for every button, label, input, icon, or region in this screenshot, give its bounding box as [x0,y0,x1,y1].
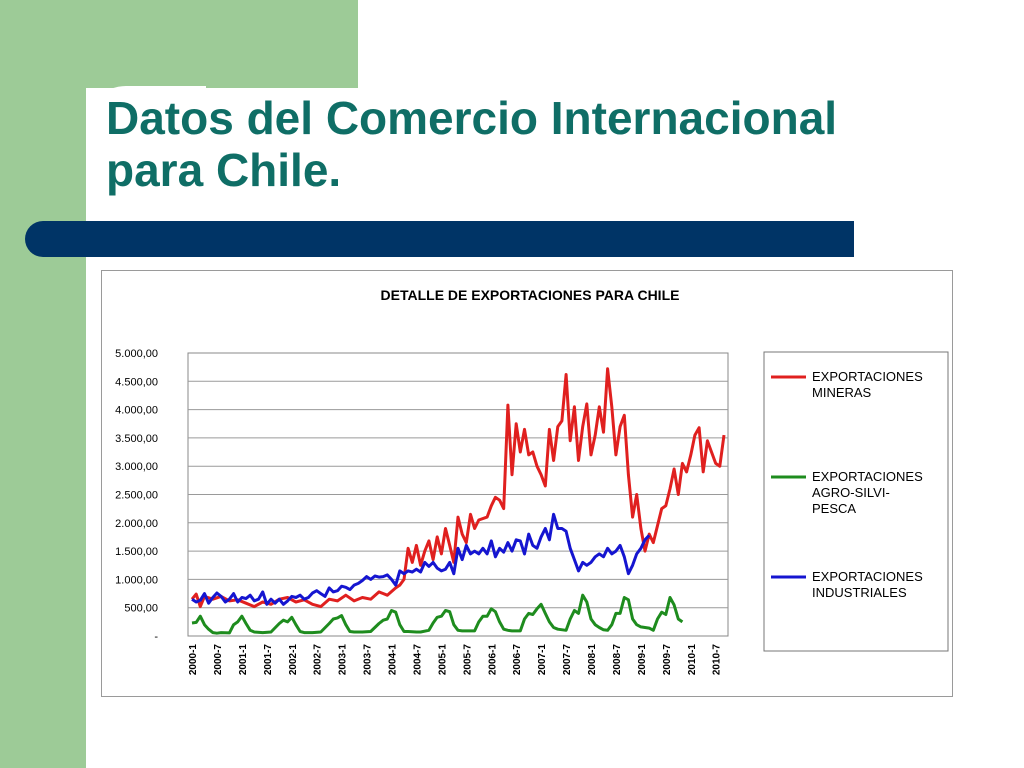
x-tick-label: 2008-7 [612,644,623,676]
slide-title-line-2: para Chile. [106,144,342,196]
x-axis-tick-labels: 2000-1 2000-7 2001-1 2001-7 2002-1 2002-7 2003… [188,644,723,676]
x-tick-label: 2003-7 [363,644,374,676]
legend: EXPORTACIONESMINERASEXPORTACIONESAGRO-SI… [771,369,923,600]
x-tick-label: 2004-7 [412,644,423,676]
x-tick-label: 2007-7 [562,644,573,676]
x-tick-label: 2000-1 [188,644,199,676]
x-tick-label: 2009-7 [662,644,673,676]
y-tick-label: 4.500,00 [115,376,158,388]
x-tick-label: 2001-7 [263,644,274,676]
y-tick-label: 2.500,00 [115,490,158,502]
series-lines [190,367,726,635]
y-tick-label: 4.000,00 [115,405,158,417]
y-tick-label: 1.500,00 [115,546,158,558]
y-tick-label: 2.000,00 [115,518,158,530]
y-tick-label: - [154,631,158,643]
x-tick-label: 2006-7 [512,644,523,676]
y-tick-label: 500,00 [124,603,158,615]
export-line-chart: DETALLE DE EXPORTACIONES PARA CHILE - 500… [115,287,949,676]
x-tick-label: 2004-1 [388,644,399,676]
navy-divider-bar [25,221,854,257]
series-line-0 [190,367,726,609]
corner-curve [86,86,206,206]
y-tick-label: 1.000,00 [115,574,158,586]
x-tick-label: 2010-1 [687,644,698,676]
y-tick-label: 5.000,00 [115,348,158,360]
x-tick-label: 2008-1 [587,644,598,676]
x-tick-label: 2010-7 [712,644,723,676]
legend-label: EXPORTACIONES [812,469,923,484]
x-tick-label: 2001-1 [238,644,249,676]
top-green-block [0,0,358,88]
chart-title: DETALLE DE EXPORTACIONES PARA CHILE [381,287,680,303]
legend-label: MINERAS [812,385,872,400]
slide-title-line-1: Datos del Comercio Internacional [106,92,838,144]
legend-label: AGRO-SILVI- [812,485,890,500]
x-tick-label: 2002-7 [313,644,324,676]
y-axis-tick-labels: - 500,00 1.000,00 1.500,00 2.000,00 2.500,00 3… [115,348,158,643]
y-tick-label: 3.000,00 [115,461,158,473]
legend-label: EXPORTACIONES [812,569,923,584]
legend-label: PESCA [812,501,856,516]
x-tick-label: 2006-1 [487,644,498,676]
legend-label: EXPORTACIONES [812,369,923,384]
legend-box [763,351,949,652]
x-tick-label: 2007-1 [537,644,548,676]
x-tick-label: 2009-1 [637,644,648,676]
series-line-2 [191,512,651,606]
legend-label: INDUSTRIALES [812,585,907,600]
series-line-1 [191,593,684,635]
x-tick-label: 2005-1 [437,644,448,676]
y-tick-label: 3.500,00 [115,433,158,445]
slide-title: Datos del Comercio Internacional para Ch… [106,92,966,196]
x-tick-label: 2002-1 [288,644,299,676]
x-tick-label: 2000-7 [213,644,224,676]
sidebar-green-bar [0,0,86,768]
x-tick-label: 2003-1 [338,644,349,676]
x-tick-label: 2005-7 [462,644,473,676]
